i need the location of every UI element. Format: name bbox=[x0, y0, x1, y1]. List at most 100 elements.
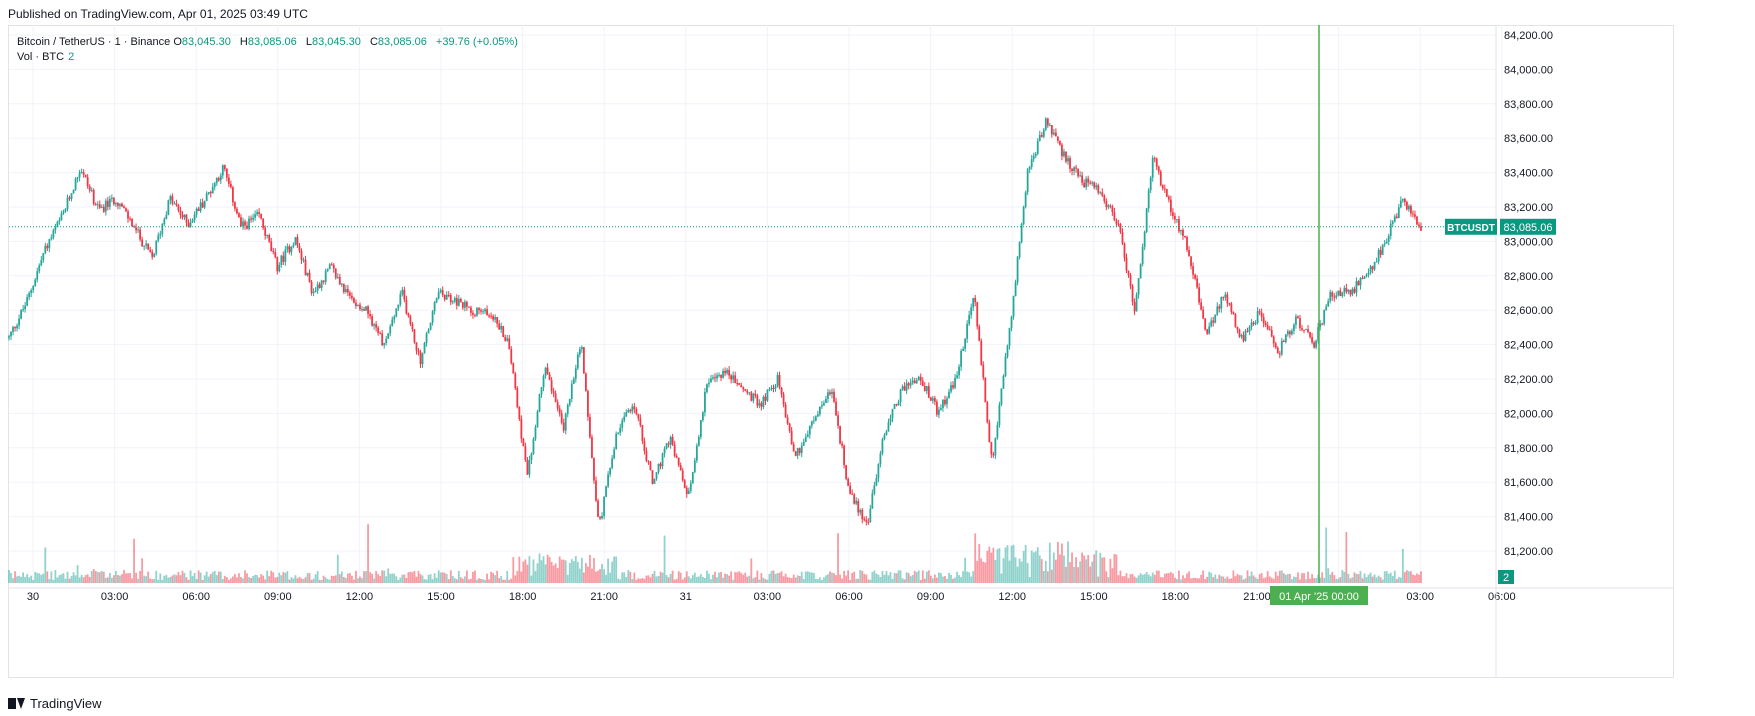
candle-body bbox=[574, 368, 577, 379]
candle-body bbox=[90, 189, 93, 191]
candle-body bbox=[1034, 153, 1037, 157]
volume-bar bbox=[625, 577, 628, 583]
volume-bar bbox=[597, 570, 599, 583]
volume-bar bbox=[829, 571, 831, 583]
candle-body bbox=[1395, 216, 1398, 218]
candle-body bbox=[143, 245, 146, 247]
candle-body bbox=[165, 214, 168, 219]
candle-body bbox=[1270, 329, 1273, 337]
x-tick-label: 21:00 bbox=[590, 591, 618, 603]
candle-body bbox=[189, 222, 192, 227]
volume-bar bbox=[1303, 573, 1305, 583]
candle-body bbox=[264, 227, 267, 236]
volume-bar bbox=[1163, 573, 1166, 583]
volume-bar bbox=[544, 564, 547, 583]
candle-body bbox=[32, 285, 35, 291]
candle-body bbox=[1016, 257, 1019, 283]
volume-bar bbox=[655, 576, 658, 583]
volume-bar bbox=[84, 575, 87, 583]
volume-bar bbox=[1389, 572, 1392, 583]
candle-body bbox=[599, 516, 601, 519]
price-badge-value: 83,085.06 bbox=[1504, 222, 1553, 234]
candle-body bbox=[708, 382, 710, 385]
candle-body bbox=[572, 378, 575, 384]
volume-bar bbox=[617, 578, 620, 583]
volume-bar bbox=[687, 576, 690, 583]
volume-bar bbox=[1030, 550, 1033, 583]
candle-body bbox=[627, 410, 630, 413]
symbol-label[interactable]: Bitcoin / TetherUS · 1 · Binance bbox=[17, 36, 171, 48]
volume-bar bbox=[512, 557, 515, 583]
volume-bar bbox=[909, 576, 912, 583]
volume-bar bbox=[18, 575, 20, 583]
candle-body bbox=[1137, 278, 1140, 295]
candle-body bbox=[1129, 274, 1132, 286]
volume-bar bbox=[76, 565, 79, 583]
chart-frame[interactable] bbox=[8, 25, 1674, 678]
candle-body bbox=[689, 483, 692, 491]
volume-bar bbox=[950, 575, 952, 583]
candle-body bbox=[1000, 388, 1003, 405]
volume-bar bbox=[387, 568, 390, 583]
candle-body bbox=[851, 493, 854, 495]
volume-bar bbox=[1407, 571, 1410, 583]
candle-body bbox=[601, 516, 603, 519]
candle-body bbox=[1133, 302, 1136, 312]
candle-body bbox=[611, 458, 614, 468]
candle-body bbox=[845, 465, 848, 479]
candle-body bbox=[106, 200, 109, 207]
candle-body bbox=[576, 354, 579, 369]
candle-body bbox=[1123, 243, 1126, 258]
volume-bar bbox=[330, 575, 333, 583]
volume-bar bbox=[1252, 575, 1255, 583]
volume-bar bbox=[1295, 576, 1297, 583]
candle-body bbox=[135, 227, 137, 231]
candle-body bbox=[1097, 185, 1100, 193]
volume-bar bbox=[609, 572, 612, 583]
candle-body bbox=[1250, 322, 1253, 327]
candle-body bbox=[197, 208, 200, 211]
candle-body bbox=[64, 209, 67, 212]
candle-body bbox=[927, 385, 930, 398]
volume-bar bbox=[1101, 557, 1104, 583]
volume-bar bbox=[217, 571, 220, 583]
candle-body bbox=[1260, 312, 1263, 318]
candle-body bbox=[62, 211, 65, 214]
volume-bar bbox=[623, 572, 626, 583]
candle-body bbox=[585, 373, 587, 392]
candle-body bbox=[881, 439, 884, 454]
volume-bar bbox=[1123, 576, 1126, 583]
candle-body bbox=[1107, 205, 1110, 208]
volume-legend[interactable]: Vol · BTC 2 bbox=[17, 51, 74, 63]
volume-bar bbox=[419, 574, 422, 583]
candle-body bbox=[589, 416, 591, 438]
volume-bar bbox=[1250, 571, 1253, 583]
volume-bar bbox=[100, 570, 103, 583]
candle-body bbox=[814, 416, 817, 421]
footer-brand[interactable]: TradingView bbox=[8, 696, 102, 711]
candle-body bbox=[595, 480, 597, 501]
candle-body bbox=[823, 403, 825, 406]
volume-bar bbox=[1167, 573, 1170, 583]
candle-body bbox=[1329, 292, 1332, 301]
volume-bar bbox=[1327, 568, 1330, 583]
volume-bar bbox=[978, 543, 981, 583]
candle-body bbox=[1095, 185, 1098, 188]
candle-body bbox=[548, 374, 551, 381]
candle-body bbox=[346, 288, 349, 293]
candle-body bbox=[1147, 190, 1150, 209]
volume-bar bbox=[770, 571, 773, 583]
candle-body bbox=[1391, 221, 1394, 224]
candle-body bbox=[419, 352, 422, 365]
candle-body bbox=[1226, 294, 1229, 304]
volume-bar bbox=[486, 573, 488, 583]
volume-bar bbox=[288, 579, 291, 583]
candle-body bbox=[897, 402, 900, 406]
candle-body bbox=[1305, 329, 1307, 331]
volume-bar bbox=[851, 573, 854, 583]
candle-body bbox=[1091, 182, 1094, 184]
volume-bar bbox=[34, 571, 37, 583]
volume-bar bbox=[250, 577, 252, 583]
volume-bar bbox=[219, 571, 222, 583]
